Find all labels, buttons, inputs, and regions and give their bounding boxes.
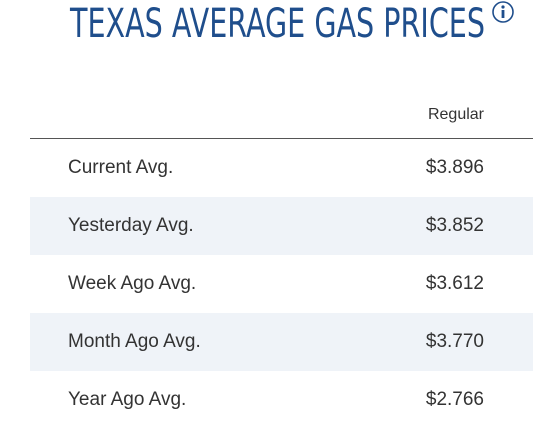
- row-label: Month Ago Avg.: [68, 331, 201, 352]
- price-value: $2.766: [426, 389, 484, 410]
- row-label: Year Ago Avg.: [68, 389, 186, 410]
- price-value: $3.770: [426, 331, 484, 352]
- row-label: Yesterday Avg.: [68, 215, 194, 236]
- price-value: $3.612: [426, 273, 484, 294]
- row-label: Current Avg.: [68, 157, 173, 178]
- row-label: Week Ago Avg.: [68, 273, 196, 294]
- column-header: Regular: [428, 106, 485, 123]
- price-table: Regular Current Avg. $3.896 Yesterday Avg. $…: [30, 106, 533, 410]
- info-circle[interactable]: [492, 1, 514, 23]
- row-background: [30, 313, 533, 371]
- row-background: [30, 197, 533, 255]
- price-value: $3.896: [426, 157, 484, 178]
- info-dot[interactable]: [501, 5, 505, 9]
- info-stem[interactable]: [501, 10, 505, 18]
- info-icon[interactable]: [492, 1, 514, 23]
- title: TEXAS AVERAGE GAS PRICES: [69, 1, 485, 47]
- price-value: $3.852: [426, 215, 484, 236]
